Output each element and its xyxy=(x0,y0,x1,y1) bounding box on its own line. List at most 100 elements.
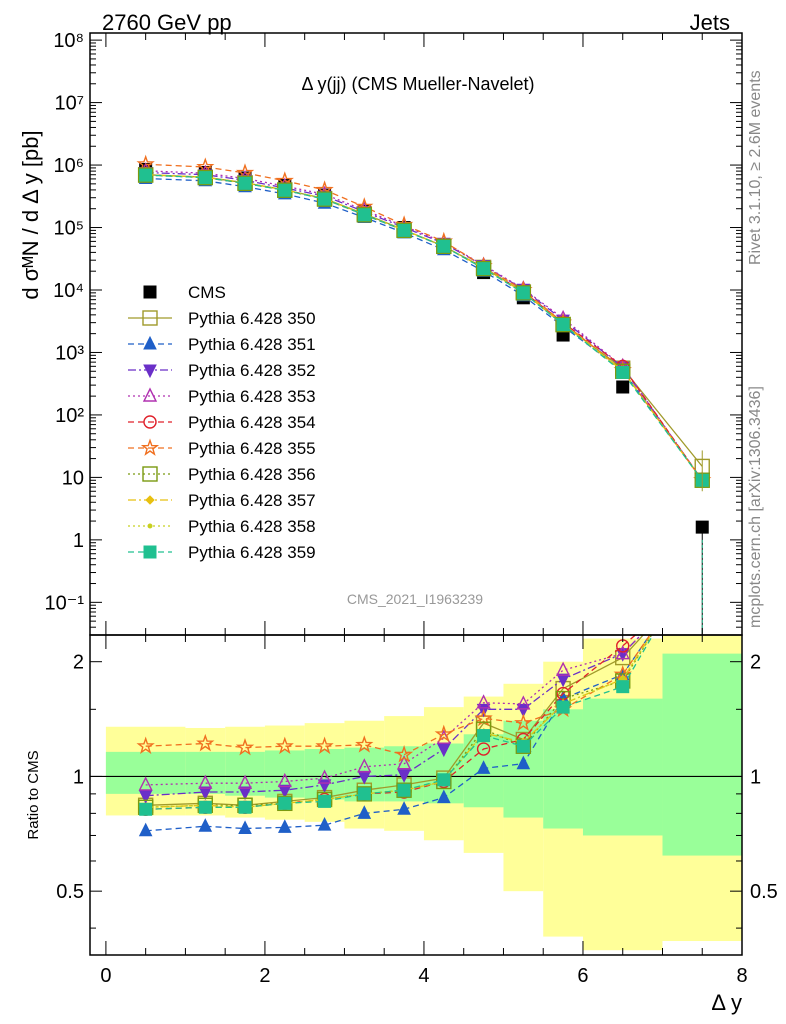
legend-marker xyxy=(140,438,160,456)
x-tick-label: 0 xyxy=(100,965,111,987)
data-point xyxy=(317,817,332,831)
main-y-axis: 10⁻¹ 1 10 10² 10³ 10⁴ 10⁵ 10⁶ 10⁷ 10⁸ xyxy=(45,30,742,636)
ratio-y-axis: 0.5 0.5 1 1 2 2 xyxy=(56,652,778,929)
data-point xyxy=(616,365,630,379)
legend-entry: Pythia 6.428 350 xyxy=(128,309,316,328)
legend-marker xyxy=(142,387,158,402)
ratio-plot-area xyxy=(136,635,654,837)
legend-label: CMS xyxy=(188,283,226,302)
data-point xyxy=(515,285,532,301)
data-point xyxy=(237,175,253,192)
data-point xyxy=(237,774,253,789)
y-tick-label: 2 xyxy=(73,652,84,674)
legend-marker xyxy=(143,285,157,299)
legend-entry: Pythia 6.428 358 xyxy=(128,517,316,536)
data-point xyxy=(556,673,570,688)
side-rivet-label: Rivet 3.1.10, ≥ 2.6M events xyxy=(747,70,764,265)
data-point xyxy=(238,820,252,835)
uncertainty-band-inner xyxy=(662,653,742,856)
x-axis-label: Δ y xyxy=(711,990,742,1015)
y-tick-label: 10² xyxy=(55,405,84,427)
data-point xyxy=(136,154,155,173)
header-observable: Jets xyxy=(690,10,730,35)
series-line xyxy=(145,177,703,481)
data-point xyxy=(139,802,153,816)
legend-marker xyxy=(142,310,158,326)
data-point xyxy=(516,739,530,753)
data-point xyxy=(437,239,451,253)
data-point xyxy=(695,520,709,534)
data-point xyxy=(138,776,153,791)
legend-label: Pythia 6.428 351 xyxy=(188,335,316,354)
uncertainty-band-inner xyxy=(582,698,663,836)
legend-marker xyxy=(143,545,157,559)
uncertainty-band-inner xyxy=(105,751,186,794)
data-point xyxy=(277,182,293,198)
data-point xyxy=(437,789,451,804)
y-tick-label: 10⁶ xyxy=(54,155,84,177)
legend-entry: Pythia 6.428 353 xyxy=(128,387,316,406)
y-tick-label: 1 xyxy=(73,766,84,788)
side-mcplots-label: mcplots.cern.ch [arXiv:1306.3436] xyxy=(747,386,764,628)
legend: CMS Pythia 6.428 350 Pythia 6.428 351 Pythi… xyxy=(128,283,316,562)
legend-entry: Pythia 6.428 356 xyxy=(128,465,316,484)
plot-title: Δ y(jj) (CMS Mueller-Navelet) xyxy=(301,74,534,94)
data-point xyxy=(556,700,570,714)
legend-marker xyxy=(147,523,153,529)
data-point xyxy=(277,772,292,788)
data-point xyxy=(616,380,630,394)
x-axis: 0 2 4 6 8 xyxy=(100,33,748,987)
data-point xyxy=(516,286,530,300)
series-line xyxy=(145,635,642,786)
series-ratio-9 xyxy=(139,635,654,816)
data-point xyxy=(476,760,491,774)
main-y-axis-label: d σᴹN / d Δ y [pb] xyxy=(18,130,43,299)
data-point xyxy=(437,743,451,758)
data-point xyxy=(357,208,371,222)
data-point xyxy=(138,822,153,837)
y-tick-label: 10⁸ xyxy=(53,30,84,52)
data-point xyxy=(198,800,212,814)
x-tick-label: 4 xyxy=(418,965,429,987)
legend-label: Pythia 6.428 352 xyxy=(188,361,316,380)
data-point xyxy=(516,755,531,770)
legend-marker xyxy=(143,364,157,379)
data-point xyxy=(198,786,213,801)
legend-entry: Pythia 6.428 352 xyxy=(128,361,316,380)
data-point xyxy=(238,176,252,190)
data-point xyxy=(555,661,571,676)
legend-entry: Pythia 6.428 354 xyxy=(128,413,316,432)
data-point xyxy=(139,168,153,182)
data-point xyxy=(516,695,531,710)
data-point xyxy=(357,805,372,819)
data-point xyxy=(555,316,571,333)
data-point xyxy=(198,774,213,789)
data-point xyxy=(396,222,412,239)
legend-label: Pythia 6.428 356 xyxy=(188,465,316,484)
legend-label: Pythia 6.428 354 xyxy=(188,413,316,432)
legend-label: Pythia 6.428 350 xyxy=(188,309,316,328)
y-tick-label: 10³ xyxy=(55,342,84,364)
x-tick-label: 8 xyxy=(736,965,747,987)
y-tick-label: 10 xyxy=(62,467,84,489)
data-point xyxy=(317,769,332,784)
y-tick-label: 10⁷ xyxy=(55,93,84,115)
data-point xyxy=(275,736,294,755)
uncertainty-band-inner xyxy=(543,709,583,829)
legend-marker xyxy=(143,335,157,350)
legend-marker xyxy=(143,415,157,429)
x-tick-label: 2 xyxy=(259,965,270,987)
data-point xyxy=(277,795,293,812)
legend-label: Pythia 6.428 358 xyxy=(188,517,316,536)
data-point xyxy=(474,708,493,727)
data-point xyxy=(437,773,451,787)
data-point xyxy=(238,800,252,814)
y-tick-label: 10⁴ xyxy=(53,280,84,302)
data-point xyxy=(278,796,292,810)
y-tick-label: 0.5 xyxy=(56,881,84,903)
data-point xyxy=(357,758,372,773)
data-point xyxy=(316,191,333,207)
series-main-10 xyxy=(139,168,709,487)
y-tick-label: 10⁵ xyxy=(53,218,84,240)
